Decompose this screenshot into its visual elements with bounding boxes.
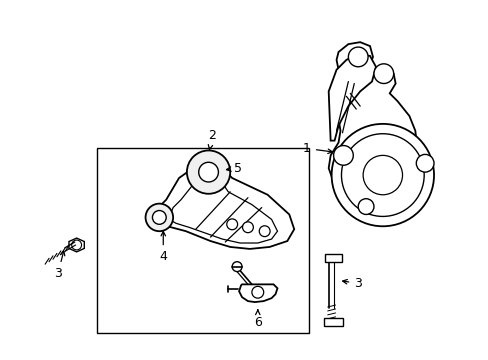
Circle shape [145,204,173,231]
Text: 3: 3 [54,251,65,280]
Circle shape [198,162,218,182]
Circle shape [226,219,237,230]
Text: 3: 3 [342,277,362,290]
Text: 1: 1 [303,142,332,155]
Circle shape [259,226,269,237]
Bar [323,318,343,326]
Polygon shape [151,165,294,249]
Text: 5: 5 [226,162,242,175]
Polygon shape [346,196,387,217]
Circle shape [363,156,402,195]
Circle shape [341,134,423,216]
Circle shape [186,150,230,194]
Circle shape [242,222,253,233]
Circle shape [232,262,242,271]
Circle shape [152,211,166,224]
Text: 2: 2 [208,129,216,149]
Circle shape [347,47,367,67]
Circle shape [333,145,352,165]
Polygon shape [328,42,418,215]
Circle shape [373,64,393,84]
Polygon shape [328,54,375,141]
Polygon shape [69,238,84,252]
Circle shape [358,199,373,215]
Circle shape [331,124,433,226]
Polygon shape [239,284,277,302]
Polygon shape [169,176,277,243]
Circle shape [415,154,433,172]
Bar [97,148,308,333]
Bar [324,254,342,262]
Circle shape [72,240,81,250]
Text: 6: 6 [253,310,261,329]
Polygon shape [405,148,428,182]
Text: 4: 4 [159,231,167,263]
Circle shape [251,286,263,298]
